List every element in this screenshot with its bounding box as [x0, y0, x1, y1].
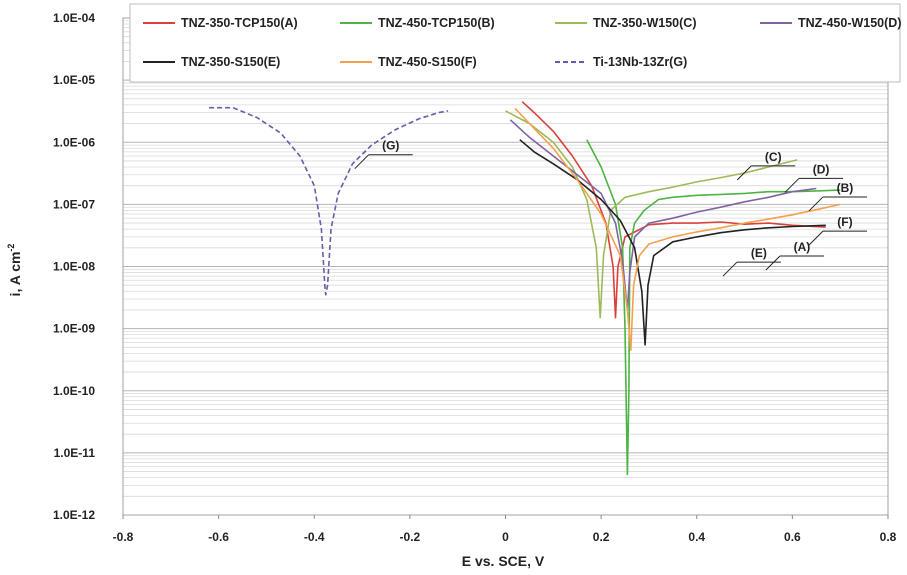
x-tick-label: 0.4	[688, 530, 705, 544]
annotation-label-6: (E)	[751, 246, 767, 260]
y-tick-label: 1.0E-05	[53, 73, 95, 87]
x-tick-label: -0.8	[113, 530, 134, 544]
legend-label-1: TNZ-450-TCP150(B)	[378, 16, 495, 30]
annotation-leader-6	[722, 261, 738, 277]
legend-label-0: TNZ-350-TCP150(A)	[181, 16, 298, 30]
series-line-4	[519, 139, 826, 346]
series-line-1	[586, 139, 841, 476]
annotation-label-0: (G)	[382, 139, 399, 153]
y-tick-label: 1.0E-08	[53, 260, 95, 274]
x-tick-label: 0.8	[880, 530, 897, 544]
annotation-leader-3	[808, 196, 824, 212]
chart-grid	[123, 17, 888, 516]
legend-label-3: TNZ-450-W150(D)	[798, 16, 902, 30]
x-tick-label: -0.2	[400, 530, 421, 544]
annotation-layer: (G) (C) (D) (B) (F) (A) (E)	[354, 139, 867, 277]
annotation-leader-2	[784, 177, 800, 193]
x-axis-title: E vs. SCE, V	[462, 553, 545, 569]
y-tick-label: 1.0E-09	[53, 322, 95, 336]
y-axis-title-main: i, A cm	[7, 252, 23, 297]
tick-labels: 1.0E-12 1.0E-11 1.0E-10 1.0E-09 1.0E-08 1.0E-…	[53, 11, 897, 544]
y-tick-label: 1.0E-11	[54, 446, 96, 460]
series-line-5	[514, 107, 841, 351]
annotation-leader-0	[354, 154, 370, 170]
legend: TNZ-350-TCP150(A) TNZ-450-TCP150(B) TNZ-35…	[129, 3, 902, 83]
annotation-label-1: (C)	[765, 150, 782, 164]
annotation-label-3: (B)	[837, 181, 854, 195]
y-tick-label: 1.0E-12	[53, 508, 95, 522]
legend-box	[129, 3, 901, 83]
annotation-leader-1	[736, 165, 752, 181]
annotation-leader-5	[765, 255, 781, 271]
x-tick-label: 0.6	[784, 530, 801, 544]
annotation-label-5: (A)	[794, 240, 811, 254]
annotation-label-2: (D)	[813, 162, 830, 176]
y-axis-title: i, A cm-2	[6, 244, 23, 297]
series-line-3	[509, 119, 817, 311]
series-layer	[209, 101, 841, 476]
x-tick-label: 0.2	[593, 530, 610, 544]
legend-label-4: TNZ-350-S150(E)	[181, 55, 280, 69]
y-tick-label: 1.0E-04	[53, 11, 95, 25]
series-line-2	[505, 110, 798, 319]
x-tick-label: 0	[502, 530, 509, 544]
y-tick-label: 1.0E-06	[53, 135, 95, 149]
legend-label-6: Ti-13Nb-13Zr(G)	[593, 55, 687, 69]
y-tick-label: 1.0E-07	[53, 197, 95, 211]
legend-label-5: TNZ-450-S150(F)	[378, 55, 477, 69]
annotation-label-4: (F)	[837, 215, 852, 229]
y-tick-label: 1.0E-10	[53, 384, 95, 398]
legend-label-2: TNZ-350-W150(C)	[593, 16, 697, 30]
annotation-leader-4	[808, 230, 824, 246]
x-tick-label: -0.6	[208, 530, 229, 544]
y-axis-title-sup: -2	[6, 244, 16, 252]
series-line-6	[209, 106, 449, 296]
x-tick-label: -0.4	[304, 530, 325, 544]
